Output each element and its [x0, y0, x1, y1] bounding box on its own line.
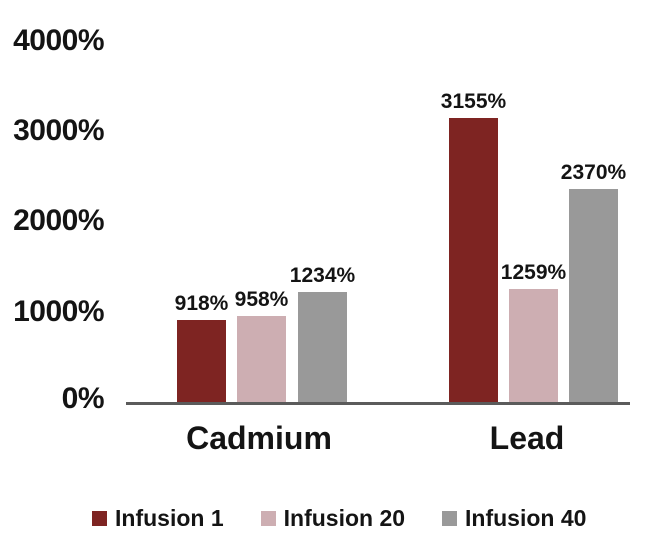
legend-label: Infusion 40 — [465, 505, 587, 531]
y-tick-1000: 1000% — [13, 295, 104, 328]
category-label-cadmium: Cadmium — [186, 420, 332, 456]
legend-swatch-icon — [442, 511, 458, 526]
bar-cadmium-infusion-40 — [298, 292, 347, 403]
legend-label: Infusion 1 — [115, 505, 224, 531]
chart-legend: Infusion 1 Infusion 20 Infusion 40 — [92, 505, 586, 532]
x-axis-line — [126, 402, 630, 405]
value-label-cadmium-infusion-20: 958% — [234, 288, 289, 311]
category-label-lead: Lead — [489, 420, 565, 456]
legend-swatch-icon — [92, 511, 107, 526]
legend-item-infusion-20: Infusion 20 — [260, 505, 406, 532]
value-label-cadmium-infusion-1: 918% — [174, 292, 229, 315]
legend-item-infusion-40: Infusion 40 — [442, 505, 586, 532]
bar-lead-infusion-40 — [569, 189, 618, 403]
bar-cadmium-infusion-1 — [177, 320, 226, 403]
value-label-cadmium-infusion-40: 1234% — [289, 264, 356, 287]
value-label-lead-infusion-40: 2370% — [560, 161, 627, 184]
legend-item-infusion-1: Infusion 1 — [92, 505, 224, 532]
value-label-lead-infusion-1: 3155% — [440, 90, 507, 113]
value-label-lead-infusion-20: 1259% — [500, 261, 567, 284]
y-tick-2000: 2000% — [13, 204, 104, 237]
bar-cadmium-infusion-20 — [237, 316, 286, 403]
bar-lead-infusion-1 — [449, 118, 498, 403]
y-tick-4000: 4000% — [13, 24, 104, 57]
y-tick-3000: 3000% — [13, 114, 104, 147]
bar-lead-infusion-20 — [509, 289, 558, 403]
y-tick-0: 0% — [61, 382, 105, 415]
legend-label: Infusion 20 — [283, 505, 406, 531]
legend-swatch-icon — [260, 511, 276, 526]
